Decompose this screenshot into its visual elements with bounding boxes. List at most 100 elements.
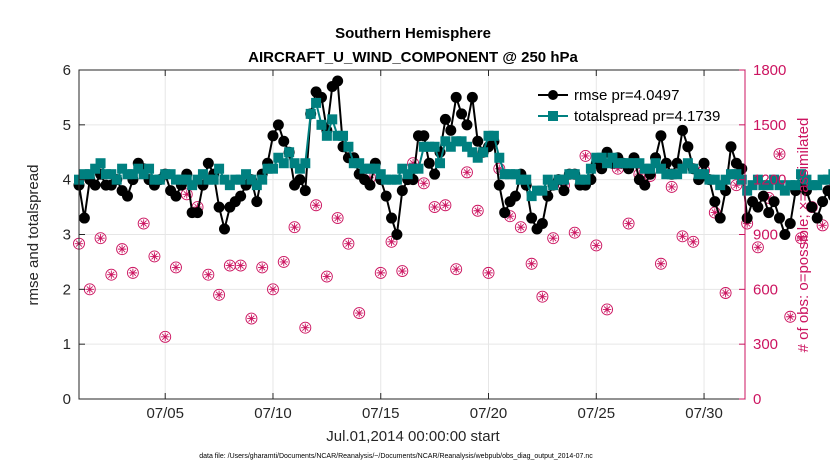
rmse-point (192, 207, 204, 219)
totalspread-point (117, 163, 128, 174)
obs-assimilated-point (818, 221, 827, 230)
obs-assimilated-point (656, 259, 666, 268)
obs-possible-point (601, 303, 614, 316)
totalspread-point (720, 174, 731, 185)
x-tick-label: 07/20 (470, 405, 508, 422)
rmse-point (391, 229, 403, 240)
totalspread-point (488, 130, 499, 141)
totalspread-point (505, 169, 516, 180)
rmse-point (445, 124, 457, 136)
totalspread-point (742, 185, 753, 196)
obs-possible-point (267, 283, 279, 296)
obs-assimilated-point (204, 270, 213, 279)
totalspread-point (311, 97, 322, 108)
obs-assimilated-point (128, 268, 138, 278)
totalspread-point (219, 174, 230, 185)
totalspread-point (537, 185, 548, 196)
obs-assimilated-point (775, 149, 784, 159)
obs-assimilated-point (354, 308, 364, 318)
totalspread-point (181, 174, 192, 185)
x-tick-label: 07/30 (685, 405, 723, 422)
totalspread-point (332, 130, 343, 141)
rmse-point (121, 190, 133, 202)
totalspread-point (478, 147, 489, 158)
rmse-point (806, 201, 818, 213)
totalspread-point (160, 169, 171, 180)
totalspread-point (575, 174, 586, 185)
y-right-tick-label: 0 (753, 391, 761, 408)
obs-assimilated-point (495, 164, 504, 173)
obs-possible-point (665, 181, 678, 193)
rmse-point (89, 179, 101, 191)
rmse-point (429, 168, 441, 180)
rmse-point (218, 223, 230, 235)
legend-marker-rmse (548, 90, 558, 100)
totalspread-point (445, 141, 456, 152)
totalspread-point (494, 152, 505, 163)
rmse-point (78, 212, 90, 224)
obs-assimilated-point (290, 222, 299, 232)
obs-possible-point (590, 239, 603, 252)
totalspread-point (440, 136, 451, 147)
y-right-tick-label: 900 (753, 227, 778, 244)
y-tick-label: 0 (63, 391, 71, 408)
y-right-tick-label: 1800 (753, 62, 786, 79)
obs-assimilated-point (613, 164, 623, 173)
obs-possible-point (622, 217, 635, 230)
obs-assimilated-point (721, 288, 730, 298)
totalspread-point (305, 108, 316, 119)
obs-assimilated-point (430, 202, 439, 212)
rmse-point (526, 212, 538, 224)
rmse-point (396, 185, 408, 197)
rmse-point (418, 130, 430, 142)
obs-possible-point (514, 221, 527, 234)
totalspread-point (262, 163, 273, 174)
obs-possible-point (547, 232, 560, 245)
obs-possible-point (795, 232, 807, 245)
obs-assimilated-point (398, 266, 407, 276)
totalspread-point (429, 141, 440, 152)
rmse-point (299, 185, 311, 197)
totalspread-point (785, 180, 796, 191)
totalspread-point (763, 180, 774, 191)
obs-assimilated-point (107, 270, 116, 279)
rmse-point (450, 91, 462, 103)
totalspread-point (343, 141, 354, 152)
obs-possible-point (525, 257, 538, 270)
obs-possible-point (148, 250, 161, 263)
totalspread-point (580, 174, 591, 185)
y-tick-label: 2 (63, 281, 71, 298)
rmse-point (332, 75, 344, 87)
rmse-point (752, 201, 764, 213)
obs-possible-point (353, 307, 366, 320)
obs-assimilated-point (441, 201, 450, 210)
totalspread-point (607, 152, 618, 163)
obs-assimilated-point (710, 208, 720, 217)
totalspread-point (769, 174, 780, 185)
totalspread-point (585, 163, 596, 174)
totalspread-point (752, 174, 763, 185)
rmse-point (811, 212, 823, 224)
totalspread-point (612, 158, 623, 169)
rmse-point (509, 190, 521, 202)
rmse-point (251, 196, 263, 208)
obs-assimilated-point (247, 314, 256, 323)
plot-area: 07/05 07/10 07/15 07/20 07/25 07/30 0 1 2 3 4 5 6 0 30… (63, 62, 830, 422)
totalspread-point (596, 152, 607, 163)
chart-subtitle: AIRCRAFT_U_WIND_COMPONENT @ 250 hPa (248, 49, 578, 66)
totalspread-point (677, 163, 688, 174)
obs-assimilated-point (311, 201, 321, 210)
obs-assimilated-point (527, 259, 536, 268)
totalspread-point (230, 174, 241, 185)
totalspread-point (241, 169, 252, 180)
totalspread-point (682, 158, 693, 169)
totalspread-point (817, 174, 828, 185)
legend-label-rmse: rmse pr=4.0497 (574, 87, 679, 104)
rmse-point (423, 157, 435, 169)
totalspread-point (510, 169, 521, 180)
totalspread-point (542, 174, 553, 185)
totalspread-point (375, 169, 386, 180)
totalspread-point (515, 174, 526, 185)
obs-possible-point (687, 235, 700, 248)
obs-assimilated-point (592, 241, 601, 250)
